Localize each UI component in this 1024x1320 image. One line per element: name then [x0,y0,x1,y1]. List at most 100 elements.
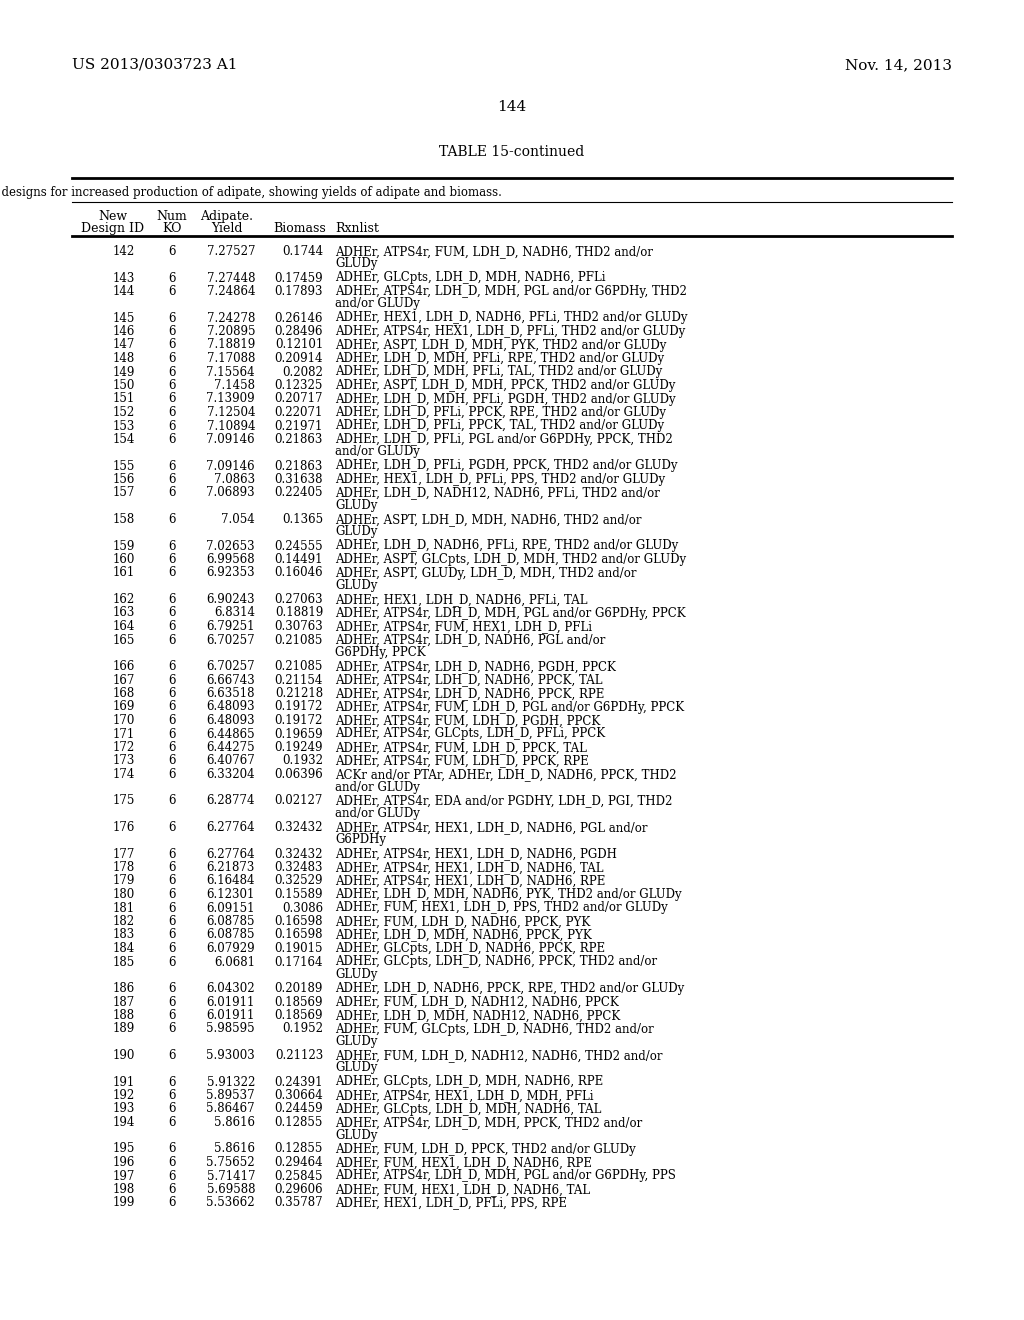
Text: 171: 171 [113,727,135,741]
Text: 6.08785: 6.08785 [207,915,255,928]
Text: Adipate.: Adipate. [201,210,254,223]
Text: 6.48093: 6.48093 [207,714,255,727]
Text: GLUDy: GLUDy [335,525,378,539]
Text: 6: 6 [168,942,176,954]
Text: 7.20895: 7.20895 [207,325,255,338]
Text: ADHEr, ATPS4r, FUM, LDH_D, PGL and/or G6PDHy, PPCK: ADHEr, ATPS4r, FUM, LDH_D, PGL and/or G6… [335,701,684,714]
Text: 0.30664: 0.30664 [274,1089,323,1102]
Text: ADHEr, GLCpts, LDH_D, MDH, NADH6, PFLi: ADHEr, GLCpts, LDH_D, MDH, NADH6, PFLi [335,272,605,285]
Text: 0.16598: 0.16598 [274,928,323,941]
Text: 0.27063: 0.27063 [274,593,323,606]
Text: 149: 149 [113,366,135,379]
Text: 0.19659: 0.19659 [274,727,323,741]
Text: Biomass: Biomass [273,222,327,235]
Text: G6PDHy, PPCK: G6PDHy, PPCK [335,645,426,659]
Text: 166: 166 [113,660,135,673]
Text: ADHEr, LDH_D, MDH, PFLi, TAL, THD2 and/or GLUDy: ADHEr, LDH_D, MDH, PFLi, TAL, THD2 and/o… [335,366,663,379]
Text: 6.33204: 6.33204 [207,768,255,781]
Text: 156: 156 [113,473,135,486]
Text: 0.30763: 0.30763 [274,620,323,634]
Text: 6: 6 [168,540,176,553]
Text: 159: 159 [113,540,135,553]
Text: 5.71417: 5.71417 [207,1170,255,1183]
Text: 7.18819: 7.18819 [207,338,255,351]
Text: 146: 146 [113,325,135,338]
Text: ADHEr, ATPS4r, HEX1, LDH_D, PFLi, THD2 and/or GLUDy: ADHEr, ATPS4r, HEX1, LDH_D, PFLi, THD2 a… [335,325,685,338]
Text: 0.19172: 0.19172 [274,701,323,714]
Text: 6: 6 [168,593,176,606]
Text: ADHEr, LDH_D, PFLi, PGL and/or G6PDHy, PPCK, THD2: ADHEr, LDH_D, PFLi, PGL and/or G6PDHy, P… [335,433,673,446]
Text: 161: 161 [113,566,135,579]
Text: US 2013/0303723 A1: US 2013/0303723 A1 [72,58,238,73]
Text: and/or GLUDy: and/or GLUDy [335,807,420,820]
Text: 188: 188 [113,1008,135,1022]
Text: GLUDy: GLUDy [335,1129,378,1142]
Text: ADHEr, ATPS4r, LDH_D, NADH6, PPCK, RPE: ADHEr, ATPS4r, LDH_D, NADH6, PPCK, RPE [335,686,604,700]
Text: GLUDy: GLUDy [335,257,378,271]
Text: 6.8314: 6.8314 [214,606,255,619]
Text: 0.18819: 0.18819 [274,606,323,619]
Text: 0.12855: 0.12855 [274,1143,323,1155]
Text: 6.92353: 6.92353 [207,566,255,579]
Text: 6.90243: 6.90243 [207,593,255,606]
Text: 152: 152 [113,407,135,418]
Text: ADHEr, GLCpts, LDH_D, NADH6, PPCK, RPE: ADHEr, GLCpts, LDH_D, NADH6, PPCK, RPE [335,942,605,954]
Text: 6: 6 [168,956,176,969]
Text: 0.21085: 0.21085 [274,634,323,647]
Text: ADHEr, ATPS4r, FUM, LDH_D, PPCK, RPE: ADHEr, ATPS4r, FUM, LDH_D, PPCK, RPE [335,755,589,767]
Text: 7.054: 7.054 [221,513,255,525]
Text: 0.16598: 0.16598 [274,915,323,928]
Text: 143: 143 [113,272,135,285]
Text: GLUDy: GLUDy [335,1061,378,1074]
Text: 0.3086: 0.3086 [282,902,323,915]
Text: 177: 177 [113,847,135,861]
Text: ADHEr, FUM, LDH_D, NADH12, NADH6, PPCK: ADHEr, FUM, LDH_D, NADH12, NADH6, PPCK [335,995,618,1008]
Text: ADHEr, ASPT, GLUDy, LDH_D, MDH, THD2 and/or: ADHEr, ASPT, GLUDy, LDH_D, MDH, THD2 and… [335,566,637,579]
Text: 6.99568: 6.99568 [207,553,255,566]
Text: 6.01911: 6.01911 [207,995,255,1008]
Text: 0.12325: 0.12325 [274,379,323,392]
Text: 0.06396: 0.06396 [274,768,323,781]
Text: 0.32529: 0.32529 [274,874,323,887]
Text: ADHEr, FUM, LDH_D, NADH6, PPCK, PYK: ADHEr, FUM, LDH_D, NADH6, PPCK, PYK [335,915,590,928]
Text: 5.8616: 5.8616 [214,1143,255,1155]
Text: 151: 151 [113,392,135,405]
Text: 6: 6 [168,768,176,781]
Text: 144: 144 [113,285,135,298]
Text: 190: 190 [113,1049,135,1063]
Text: 181: 181 [113,902,135,915]
Text: 0.02127: 0.02127 [274,795,323,808]
Text: 175: 175 [113,795,135,808]
Text: 192: 192 [113,1089,135,1102]
Text: ADHEr, ATPS4r, LDH_D, MDH, PGL and/or G6PDHy, THD2: ADHEr, ATPS4r, LDH_D, MDH, PGL and/or G6… [335,285,687,298]
Text: 6.48093: 6.48093 [207,701,255,714]
Text: 6: 6 [168,673,176,686]
Text: 5.89537: 5.89537 [207,1089,255,1102]
Text: 160: 160 [113,553,135,566]
Text: 6: 6 [168,928,176,941]
Text: ADHEr, HEX1, LDH_D, PFLi, PPS, RPE: ADHEr, HEX1, LDH_D, PFLi, PPS, RPE [335,1196,567,1209]
Text: 6: 6 [168,606,176,619]
Text: 6: 6 [168,727,176,741]
Text: 0.32483: 0.32483 [274,861,323,874]
Text: 197: 197 [113,1170,135,1183]
Text: 6.28774: 6.28774 [207,795,255,808]
Text: 191: 191 [113,1076,135,1089]
Text: 6: 6 [168,459,176,473]
Text: 7.27448: 7.27448 [207,272,255,285]
Text: 7.12504: 7.12504 [207,407,255,418]
Text: ADHEr, GLCpts, LDH_D, NADH6, PPCK, THD2 and/or: ADHEr, GLCpts, LDH_D, NADH6, PPCK, THD2 … [335,956,657,969]
Text: 6: 6 [168,1115,176,1129]
Text: 6: 6 [168,660,176,673]
Text: 165: 165 [113,634,135,647]
Text: 170: 170 [113,714,135,727]
Text: 6: 6 [168,1196,176,1209]
Text: 0.14491: 0.14491 [274,553,323,566]
Text: GLUDy: GLUDy [335,968,378,981]
Text: 6.16484: 6.16484 [207,874,255,887]
Text: ADHEr, FUM, LDH_D, NADH12, NADH6, THD2 and/or: ADHEr, FUM, LDH_D, NADH12, NADH6, THD2 a… [335,1049,663,1063]
Text: 5.91322: 5.91322 [207,1076,255,1089]
Text: 186: 186 [113,982,135,995]
Text: ADHEr, LDH_D, MDH, PFLi, PGDH, THD2 and/or GLUDy: ADHEr, LDH_D, MDH, PFLi, PGDH, THD2 and/… [335,392,676,405]
Text: 0.29464: 0.29464 [274,1156,323,1170]
